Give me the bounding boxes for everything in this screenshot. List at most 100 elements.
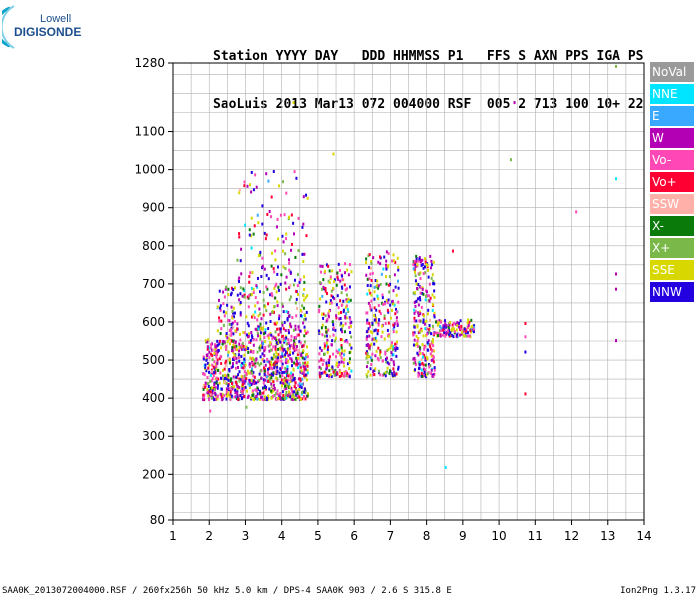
data-point: [288, 385, 291, 389]
data-point: [322, 312, 325, 316]
data-point: [259, 355, 262, 359]
data-point: [343, 374, 346, 378]
data-point: [276, 358, 279, 362]
data-point: [413, 356, 416, 360]
data-point: [248, 371, 251, 375]
data-point: [444, 322, 447, 326]
data-point: [215, 381, 218, 385]
data-point: [284, 338, 287, 342]
data-point: [229, 328, 232, 332]
data-point: [290, 343, 293, 347]
data-point: [366, 360, 369, 364]
data-point: [301, 397, 304, 401]
data-point: [373, 297, 376, 301]
data-point: [281, 374, 284, 378]
data-point: [233, 319, 236, 323]
data-point: [377, 369, 380, 373]
data-point: [426, 332, 429, 336]
data-point: [273, 355, 276, 359]
data-point: [330, 343, 333, 347]
data-point: [417, 336, 420, 340]
data-point: [288, 376, 291, 380]
data-point: [385, 250, 388, 254]
data-point: [217, 377, 220, 381]
data-point: [225, 344, 228, 348]
data-point: [278, 393, 281, 397]
data-point: [291, 315, 294, 319]
data-point: [432, 279, 435, 283]
data-point: [329, 302, 332, 306]
data-point: [273, 388, 276, 392]
data-point: [305, 331, 308, 335]
data-point: [417, 282, 420, 286]
data-point: [305, 363, 308, 367]
data-point: [320, 358, 323, 362]
data-point: [234, 354, 237, 358]
data-point: [513, 101, 516, 105]
data-point: [225, 397, 228, 401]
data-point: [284, 281, 287, 285]
data-point: [339, 279, 342, 283]
data-point: [267, 327, 270, 331]
data-point: [379, 373, 382, 377]
data-point: [284, 393, 287, 397]
data-point: [392, 345, 395, 349]
data-point: [232, 288, 235, 292]
data-point: [319, 375, 322, 379]
data-point: [225, 332, 228, 336]
data-point: [236, 393, 239, 397]
data-point: [371, 321, 374, 325]
data-point: [347, 300, 350, 304]
data-point: [365, 365, 368, 369]
data-point: [297, 333, 300, 337]
data-point: [300, 370, 303, 374]
data-point: [293, 339, 296, 343]
data-point: [239, 311, 242, 315]
x-tick-label: 2: [205, 529, 213, 543]
data-point: [391, 372, 394, 376]
data-point: [264, 331, 267, 335]
data-point: [377, 346, 380, 350]
data-point: [238, 386, 241, 390]
data-point: [232, 311, 235, 315]
data-point: [283, 213, 286, 217]
data-point: [285, 342, 288, 346]
data-point: [431, 324, 434, 328]
data-point: [383, 372, 386, 376]
data-point: [329, 277, 332, 281]
data-point: [227, 287, 230, 291]
data-point: [277, 288, 280, 292]
data-point: [250, 378, 253, 382]
data-point: [464, 334, 467, 338]
data-point: [348, 325, 351, 329]
data-point: [275, 225, 278, 229]
data-point: [249, 271, 252, 275]
data-point: [281, 344, 284, 348]
data-point: [293, 232, 296, 236]
data-point: [226, 392, 229, 396]
data-point: [381, 301, 384, 305]
data-point: [428, 330, 431, 334]
data-point: [218, 289, 221, 293]
data-point: [391, 348, 394, 352]
data-point: [301, 391, 304, 395]
data-point: [322, 285, 325, 289]
data-point: [298, 361, 301, 365]
data-point: [275, 397, 278, 401]
data-point: [413, 262, 416, 266]
data-point: [287, 359, 290, 363]
data-point: [421, 287, 424, 291]
data-point: [238, 346, 241, 350]
data-point: [449, 320, 452, 324]
data-point: [277, 347, 280, 351]
data-point: [285, 358, 288, 362]
data-point: [445, 323, 448, 327]
data-point: [255, 389, 258, 393]
data-point: [279, 395, 282, 399]
data-point: [393, 325, 396, 329]
data-point: [297, 366, 300, 370]
data-point: [370, 278, 373, 282]
data-point: [444, 465, 447, 469]
data-point: [231, 365, 234, 369]
data-point: [233, 353, 236, 357]
